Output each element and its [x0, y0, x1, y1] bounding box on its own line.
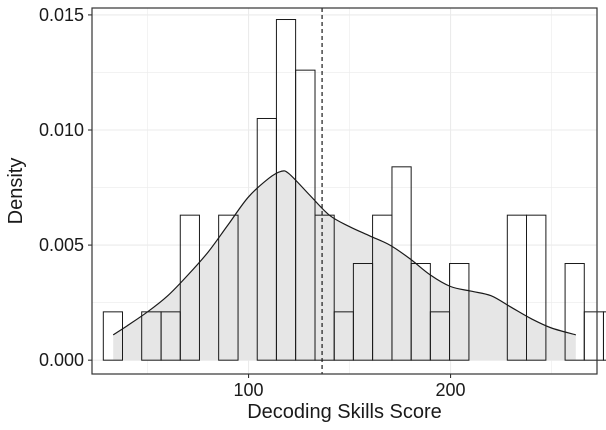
curve-layer	[112, 170, 576, 336]
density-area	[113, 170, 576, 361]
histogram-bar	[602, 311, 606, 361]
histogram-bar	[449, 263, 470, 361]
x-tick-label: 100	[234, 380, 264, 400]
histogram-bar	[526, 214, 547, 361]
bars-layer	[102, 19, 606, 361]
y-tick-label: 0.005	[39, 235, 84, 255]
histogram-bar	[179, 214, 200, 361]
y-tick-label: 0.000	[39, 350, 84, 370]
y-tick-label: 0.015	[39, 5, 84, 25]
histogram-bar	[583, 311, 604, 361]
y-axis-title: Density	[5, 158, 27, 225]
x-tick-label: 200	[436, 380, 466, 400]
density-layer	[113, 170, 576, 361]
x-axis-title: Decoding Skills Score	[247, 401, 442, 423]
histogram-bar	[218, 214, 239, 361]
histogram-bar	[102, 311, 124, 361]
y-tick-label: 0.010	[39, 120, 84, 140]
histogram-bar	[314, 214, 335, 361]
density-curve-line	[112, 170, 576, 336]
panel-border	[91, 7, 598, 375]
ticks-layer: 0.000 0.005 0.010 0.015 100 200	[39, 5, 466, 400]
